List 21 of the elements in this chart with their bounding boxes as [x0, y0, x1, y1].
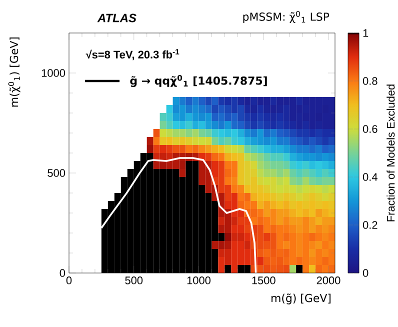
color-bar-label: 0.8 — [362, 77, 378, 85]
y-tick-label: 500 — [48, 169, 66, 177]
color-bar-label: 0.6 — [362, 125, 378, 133]
color-bar-title: Fraction of Models Excluded — [386, 84, 395, 222]
text: g̃ → qqχ̃$^{0}$$_{1}$ [1405.7875] — [130, 74, 267, 87]
x-tick-label: 0 — [66, 276, 72, 284]
chart-title: ATLAS — [97, 14, 136, 22]
color-bar-label: 0.4 — [362, 173, 378, 181]
y-tick-label: 1000 — [42, 69, 66, 77]
x-tick-label: 1000 — [187, 276, 211, 284]
chart-subtitle: pMSSM: χ̃$^{0}$$_{1}$ LSP — [243, 11, 330, 23]
color-bar-label: 1 — [363, 29, 368, 37]
x-tick-label: 2000 — [316, 276, 340, 284]
x-tick-label: 1500 — [252, 276, 276, 284]
color-bar-label: 0.2 — [362, 221, 378, 229]
x-axis-title: m(g̃) [GeV] — [272, 294, 331, 304]
annotation: √s=8 TeV, 20.3 fb$^{-1}$ — [86, 49, 180, 60]
y-tick-label: 0 — [60, 269, 66, 277]
x-tick-label: 500 — [125, 276, 143, 284]
color-bar-label: 0 — [362, 269, 368, 277]
y-axis-title: m(χ̃$^{0}$$_{1}$) [GeV] — [8, 37, 20, 107]
